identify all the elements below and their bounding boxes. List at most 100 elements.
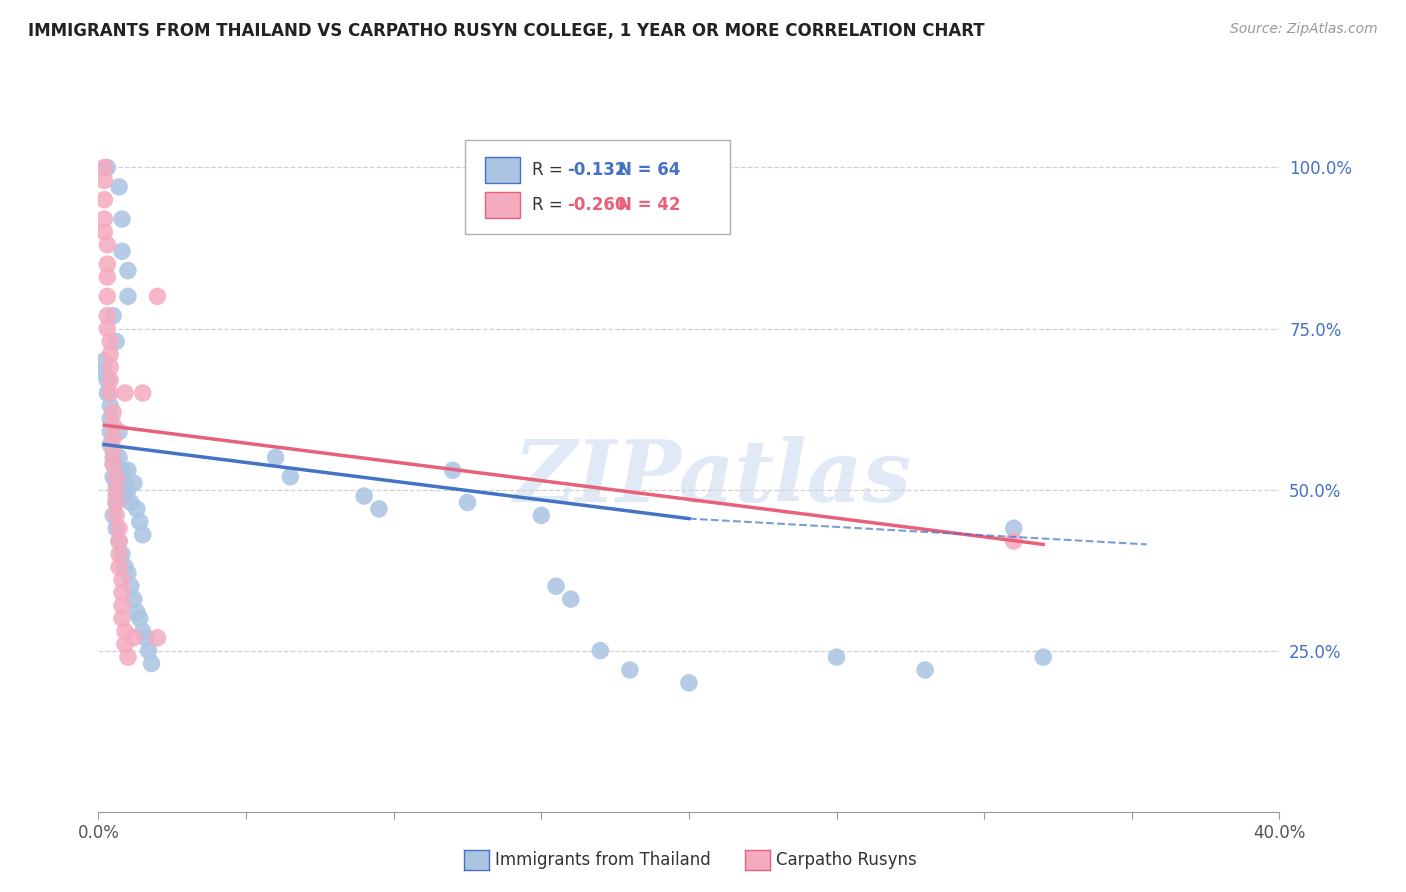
Point bbox=[93, 367, 115, 381]
Text: ZIPatlas: ZIPatlas bbox=[513, 436, 911, 519]
Point bbox=[132, 527, 155, 541]
Point bbox=[98, 437, 121, 451]
Point bbox=[1002, 521, 1025, 535]
Point bbox=[114, 386, 136, 401]
Point bbox=[98, 334, 121, 349]
Point bbox=[105, 495, 128, 509]
Point bbox=[111, 585, 134, 599]
Point bbox=[98, 425, 121, 439]
Point bbox=[103, 405, 125, 419]
Point bbox=[1032, 650, 1054, 665]
Point bbox=[103, 309, 125, 323]
Bar bbox=[485, 192, 520, 219]
Point bbox=[117, 289, 139, 303]
Point bbox=[98, 399, 121, 413]
Text: N = 64: N = 64 bbox=[619, 161, 681, 179]
Text: R =: R = bbox=[531, 196, 568, 214]
Point bbox=[141, 657, 163, 671]
Point bbox=[117, 263, 139, 277]
Point bbox=[98, 411, 121, 425]
Point bbox=[96, 321, 118, 335]
Point bbox=[546, 579, 568, 593]
Point bbox=[105, 521, 128, 535]
Point bbox=[114, 560, 136, 574]
Point bbox=[93, 161, 115, 175]
Point bbox=[98, 373, 121, 387]
Point bbox=[589, 643, 612, 657]
Point bbox=[114, 637, 136, 651]
Point bbox=[93, 173, 115, 187]
Point bbox=[441, 463, 464, 477]
Point bbox=[98, 347, 121, 361]
Point bbox=[128, 515, 150, 529]
Text: N = 42: N = 42 bbox=[619, 196, 681, 214]
Point bbox=[108, 179, 131, 194]
Point bbox=[98, 360, 121, 375]
Point bbox=[93, 225, 115, 239]
Point bbox=[368, 502, 391, 516]
Point bbox=[114, 476, 136, 491]
Point bbox=[103, 508, 125, 523]
Point bbox=[825, 650, 848, 665]
Point bbox=[93, 353, 115, 368]
Point bbox=[125, 502, 148, 516]
Point bbox=[108, 450, 131, 465]
Point bbox=[105, 469, 128, 483]
Point bbox=[1002, 534, 1025, 549]
Point bbox=[120, 495, 142, 509]
Point bbox=[96, 373, 118, 387]
Point bbox=[93, 193, 115, 207]
Text: Source: ZipAtlas.com: Source: ZipAtlas.com bbox=[1230, 22, 1378, 37]
Point bbox=[96, 270, 118, 285]
Point bbox=[456, 495, 478, 509]
Point bbox=[353, 489, 375, 503]
Point bbox=[103, 444, 125, 458]
Point bbox=[105, 334, 128, 349]
Point bbox=[103, 469, 125, 483]
Point bbox=[117, 463, 139, 477]
Point bbox=[108, 425, 131, 439]
Point bbox=[108, 534, 131, 549]
Point bbox=[108, 547, 131, 561]
Text: Immigrants from Thailand: Immigrants from Thailand bbox=[495, 851, 710, 869]
FancyBboxPatch shape bbox=[464, 140, 730, 235]
Point bbox=[105, 508, 128, 523]
Point bbox=[111, 463, 134, 477]
Point bbox=[132, 386, 155, 401]
Point bbox=[530, 508, 553, 523]
Text: -0.260: -0.260 bbox=[567, 196, 627, 214]
Point bbox=[111, 573, 134, 587]
Point bbox=[96, 237, 118, 252]
Point bbox=[128, 611, 150, 625]
Point bbox=[105, 489, 128, 503]
Point bbox=[111, 599, 134, 613]
Point bbox=[96, 309, 118, 323]
Point bbox=[117, 650, 139, 665]
Point bbox=[105, 476, 128, 491]
Point bbox=[678, 676, 700, 690]
Point bbox=[146, 289, 169, 303]
Point bbox=[111, 244, 134, 259]
Point bbox=[96, 257, 118, 271]
Point bbox=[264, 450, 287, 465]
Point bbox=[111, 611, 134, 625]
Bar bbox=[485, 157, 520, 184]
Point bbox=[103, 450, 125, 465]
Point bbox=[120, 579, 142, 593]
Point bbox=[105, 483, 128, 497]
Point bbox=[138, 643, 160, 657]
Point bbox=[146, 631, 169, 645]
Point bbox=[125, 605, 148, 619]
Point bbox=[117, 566, 139, 581]
Point bbox=[111, 547, 134, 561]
Point bbox=[278, 469, 302, 483]
Point bbox=[103, 457, 125, 471]
Point bbox=[560, 592, 582, 607]
Point bbox=[117, 483, 139, 497]
Text: IMMIGRANTS FROM THAILAND VS CARPATHO RUSYN COLLEGE, 1 YEAR OR MORE CORRELATION C: IMMIGRANTS FROM THAILAND VS CARPATHO RUS… bbox=[28, 22, 984, 40]
Point bbox=[108, 560, 131, 574]
Point bbox=[114, 624, 136, 639]
Point bbox=[914, 663, 936, 677]
Point bbox=[96, 161, 118, 175]
Point bbox=[103, 418, 125, 433]
